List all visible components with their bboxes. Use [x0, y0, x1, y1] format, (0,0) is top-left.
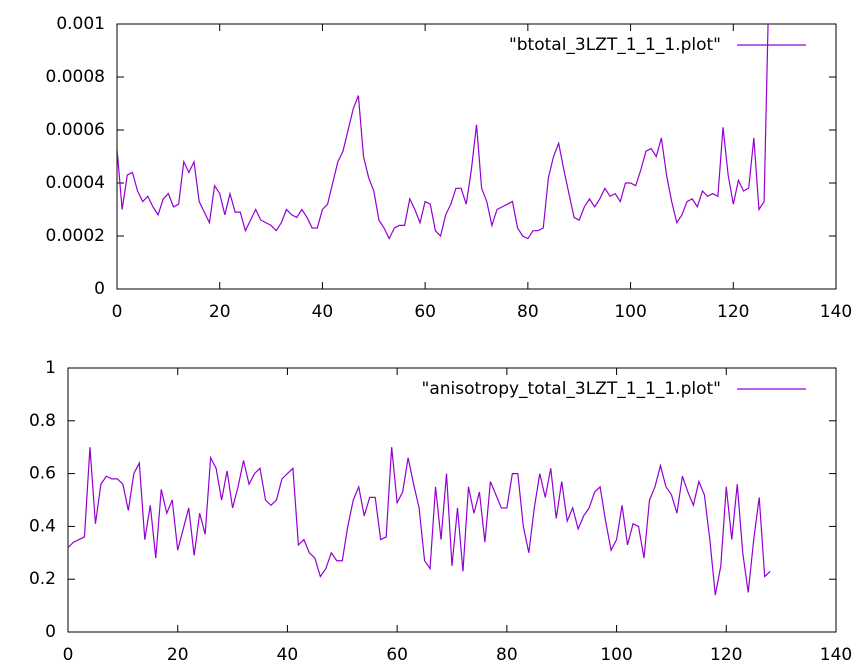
x-tick-label: 140	[820, 302, 852, 322]
x-tick-label: 140	[820, 645, 852, 665]
x-tick-label: 0	[112, 302, 123, 322]
x-tick-label: 120	[710, 645, 742, 665]
x-tick-label: 120	[717, 302, 749, 322]
y-tick-label: 0.0004	[46, 173, 105, 193]
y-tick-label: 1	[45, 358, 56, 378]
y-tick-label: 0.0008	[46, 67, 105, 87]
data-line	[117, 24, 769, 241]
y-tick-label: 0.8	[29, 411, 56, 431]
legend-label: "btotal_3LZT_1_1_1.plot"	[509, 35, 721, 55]
plot-border	[116, 23, 837, 290]
data-line	[68, 447, 771, 596]
y-tick-label: 0.4	[29, 516, 56, 536]
legend-label: "anisotropy_total_3LZT_1_1_1.plot"	[422, 379, 721, 399]
y-tick-label: 0.6	[29, 464, 56, 484]
x-tick-label: 80	[496, 645, 518, 665]
x-tick-label: 0	[63, 645, 74, 665]
plot-border	[67, 367, 837, 633]
y-tick-label: 0.2	[29, 569, 56, 589]
x-tick-label: 60	[414, 302, 436, 322]
x-tick-label: 20	[209, 302, 231, 322]
y-tick-label: 0	[45, 622, 56, 642]
y-tick-label: 0.0006	[46, 120, 105, 140]
y-tick-label: 0.0002	[46, 226, 105, 246]
x-tick-label: 40	[277, 645, 299, 665]
x-tick-label: 20	[167, 645, 189, 665]
subplot: 0 0.0002 0.0004 0.0006 0.0008 0.001 0 20 40 60 80 1…	[46, 14, 853, 322]
y-tick-label: 0	[94, 279, 105, 299]
x-tick-label: 40	[312, 302, 334, 322]
x-tick-label: 60	[386, 645, 408, 665]
subplot: 0 0.2 0.4 0.6 0.8 1 0 20 40 60 80 100 120 140 "anisotr…	[29, 358, 852, 665]
y-tick-label: 0.001	[56, 14, 105, 34]
x-tick-label: 100	[614, 302, 646, 322]
x-tick-label: 100	[600, 645, 632, 665]
x-tick-label: 80	[517, 302, 539, 322]
